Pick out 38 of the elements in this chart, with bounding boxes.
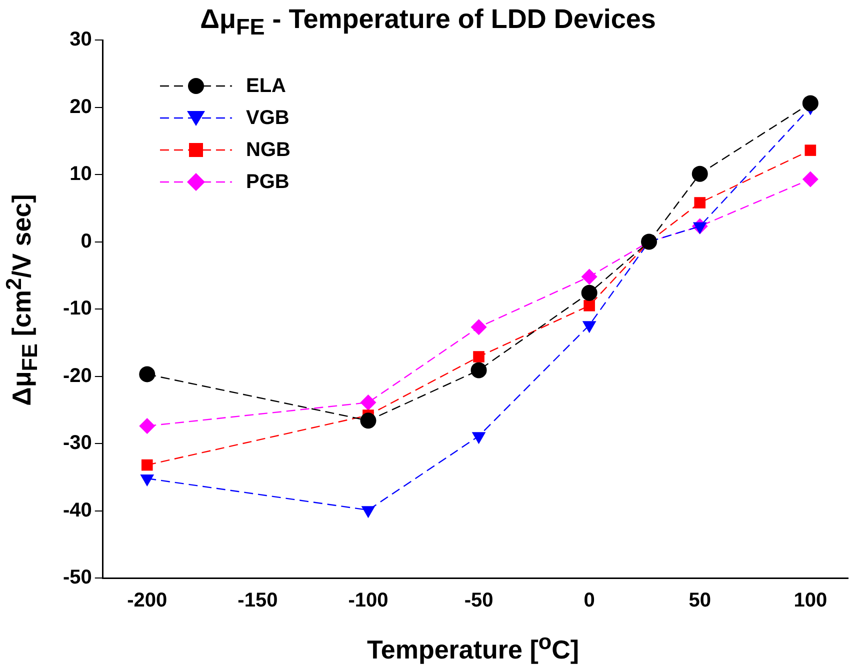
legend-label: ELA bbox=[246, 74, 286, 98]
point bbox=[804, 144, 816, 156]
y-tick-label: -30 bbox=[63, 432, 92, 454]
point bbox=[141, 459, 153, 471]
point bbox=[581, 268, 598, 285]
y-tick-label: 10 bbox=[70, 163, 92, 186]
point bbox=[802, 95, 818, 112]
y-tick-label: 20 bbox=[70, 96, 92, 118]
legend-label: VGB bbox=[246, 106, 290, 130]
y-tick-label: -50 bbox=[63, 566, 92, 589]
point bbox=[360, 394, 376, 410]
point bbox=[470, 319, 487, 336]
point bbox=[139, 366, 156, 382]
legend-label: NGB bbox=[246, 138, 290, 162]
chart-title: Δμ$_{FE}$ - Temperature of LDD Devices bbox=[200, 4, 656, 40]
x-tick-label: -150 bbox=[238, 590, 278, 612]
point bbox=[581, 284, 598, 301]
legend-label: PGB bbox=[246, 170, 290, 194]
point bbox=[802, 171, 818, 188]
x-tick-label: 100 bbox=[794, 590, 828, 612]
y-tick-label: 30 bbox=[70, 28, 92, 51]
y-tick-label: 0 bbox=[80, 230, 92, 252]
x-tick-label: -100 bbox=[348, 590, 388, 612]
y-tick-label: -20 bbox=[63, 364, 92, 387]
point bbox=[139, 418, 156, 434]
x-tick-label: 50 bbox=[688, 590, 711, 612]
x-tick-label: -50 bbox=[464, 590, 494, 612]
point bbox=[360, 412, 376, 429]
point bbox=[694, 197, 706, 208]
y-tick-label: -40 bbox=[63, 499, 92, 522]
point bbox=[473, 351, 484, 362]
x-tick-label: -200 bbox=[127, 590, 168, 612]
y-tick-label: -10 bbox=[63, 298, 92, 320]
point bbox=[692, 166, 708, 182]
x-axis-title: Temperature [$^{o}$C] bbox=[366, 628, 580, 666]
x-tick-label: 0 bbox=[584, 590, 595, 612]
point bbox=[584, 300, 595, 312]
point bbox=[470, 362, 487, 378]
